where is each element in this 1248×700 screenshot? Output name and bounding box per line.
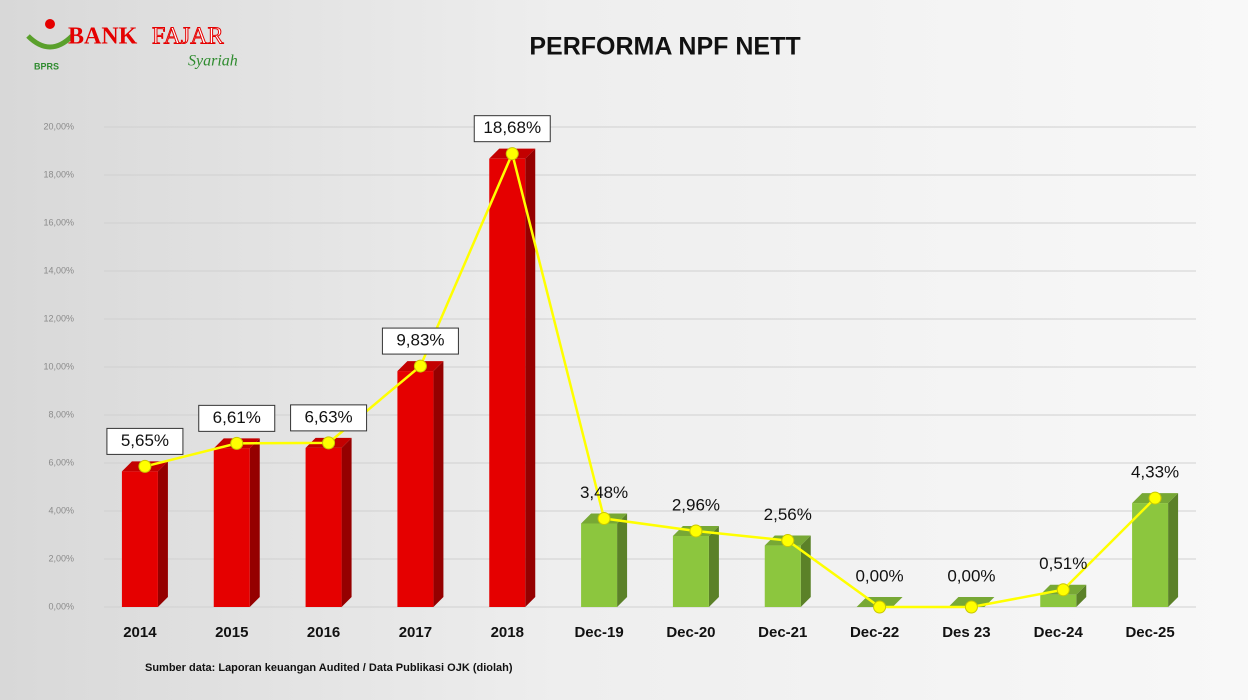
- value-label: 0,51%: [1039, 554, 1087, 573]
- value-label: 2,96%: [672, 495, 720, 514]
- trend-point: [138, 459, 152, 473]
- x-tick-label: 2016: [307, 624, 340, 641]
- x-tick-label: Dec-20: [666, 624, 715, 641]
- x-tick-label: 2018: [491, 624, 524, 641]
- x-tick-label: Dec-22: [850, 624, 899, 641]
- y-tick-label: 16,00%: [43, 217, 74, 227]
- value-label: 3,48%: [580, 483, 628, 502]
- logo-bank: BANK: [68, 24, 138, 50]
- bar-side: [341, 437, 352, 607]
- trend-point: [1148, 491, 1162, 505]
- bar-side: [708, 525, 719, 607]
- value-label-box: [290, 404, 368, 432]
- value-label: 18,68%: [483, 118, 541, 137]
- value-label-box: [198, 404, 276, 432]
- value-label-box: [381, 327, 459, 355]
- bar-side: [525, 148, 536, 607]
- trend-point: [1056, 583, 1070, 597]
- trend-point: [597, 511, 611, 525]
- trend-point: [689, 524, 703, 538]
- bar-side: [157, 461, 168, 607]
- trend-point: [230, 436, 244, 450]
- trend-point: [964, 600, 978, 614]
- bar: [1132, 503, 1169, 607]
- bar-side: [433, 361, 444, 607]
- trend-line: [144, 149, 1156, 609]
- chart-title: PERFORMA NPF NETT: [529, 33, 800, 61]
- value-label: 0,00%: [855, 566, 903, 585]
- value-label-box: [106, 427, 184, 455]
- trend-point: [505, 147, 519, 161]
- y-tick-label: 6,00%: [48, 457, 74, 467]
- y-tick-label: 18,00%: [43, 169, 74, 179]
- y-tick-label: 14,00%: [43, 265, 74, 275]
- bar-side: [249, 438, 260, 607]
- logo-swoosh: [26, 34, 74, 50]
- logo-tag: BPRS: [34, 61, 59, 71]
- trend-point: [873, 600, 887, 614]
- source-note: Sumber data: Laporan keuangan Audited / …: [145, 662, 513, 674]
- x-tick-label: Dec-21: [758, 624, 807, 641]
- value-label: 6,63%: [304, 407, 352, 426]
- bar: [581, 523, 618, 607]
- x-tick-label: Dec-25: [1125, 624, 1174, 641]
- trend-point: [781, 534, 795, 548]
- value-label: 6,61%: [213, 408, 261, 427]
- logo-sub: Syariah: [188, 53, 238, 70]
- value-label: 0,00%: [947, 566, 995, 585]
- y-tick-label: 10,00%: [43, 361, 74, 371]
- bar: [1040, 594, 1077, 607]
- trend-point: [322, 436, 336, 450]
- value-label: 2,56%: [764, 505, 812, 524]
- bar: [672, 535, 709, 607]
- y-tick-label: 4,00%: [48, 505, 74, 515]
- value-label: 9,83%: [396, 331, 444, 350]
- x-tick-label: 2017: [399, 624, 432, 641]
- x-tick-label: Dec-24: [1034, 624, 1084, 641]
- bar-side: [800, 535, 811, 607]
- bar: [764, 545, 801, 607]
- y-tick-label: 20,00%: [43, 121, 74, 131]
- bar: [213, 448, 250, 607]
- bar-side: [1168, 493, 1179, 607]
- x-tick-label: Dec-19: [574, 624, 623, 641]
- trend-point: [413, 359, 427, 373]
- y-tick-label: 0,00%: [48, 601, 74, 611]
- x-tick-label: 2015: [215, 624, 248, 641]
- value-label: 5,65%: [121, 431, 169, 450]
- x-tick-label: 2014: [123, 624, 157, 641]
- value-label-box: [473, 115, 551, 143]
- y-tick-label: 12,00%: [43, 313, 74, 323]
- y-tick-label: 8,00%: [48, 409, 74, 419]
- logo: BANK FAJAR Syariah BPRS: [26, 19, 238, 71]
- logo-name: FAJAR: [152, 24, 224, 50]
- bar: [121, 471, 158, 607]
- bar: [305, 447, 342, 607]
- bar: [489, 158, 526, 607]
- bar: [397, 371, 434, 607]
- x-tick-label: Des 23: [942, 624, 990, 641]
- bar-side: [1076, 584, 1087, 607]
- value-label: 4,33%: [1131, 463, 1179, 482]
- bar-side: [617, 513, 628, 607]
- logo-dot: [45, 19, 55, 29]
- y-tick-label: 2,00%: [48, 553, 74, 563]
